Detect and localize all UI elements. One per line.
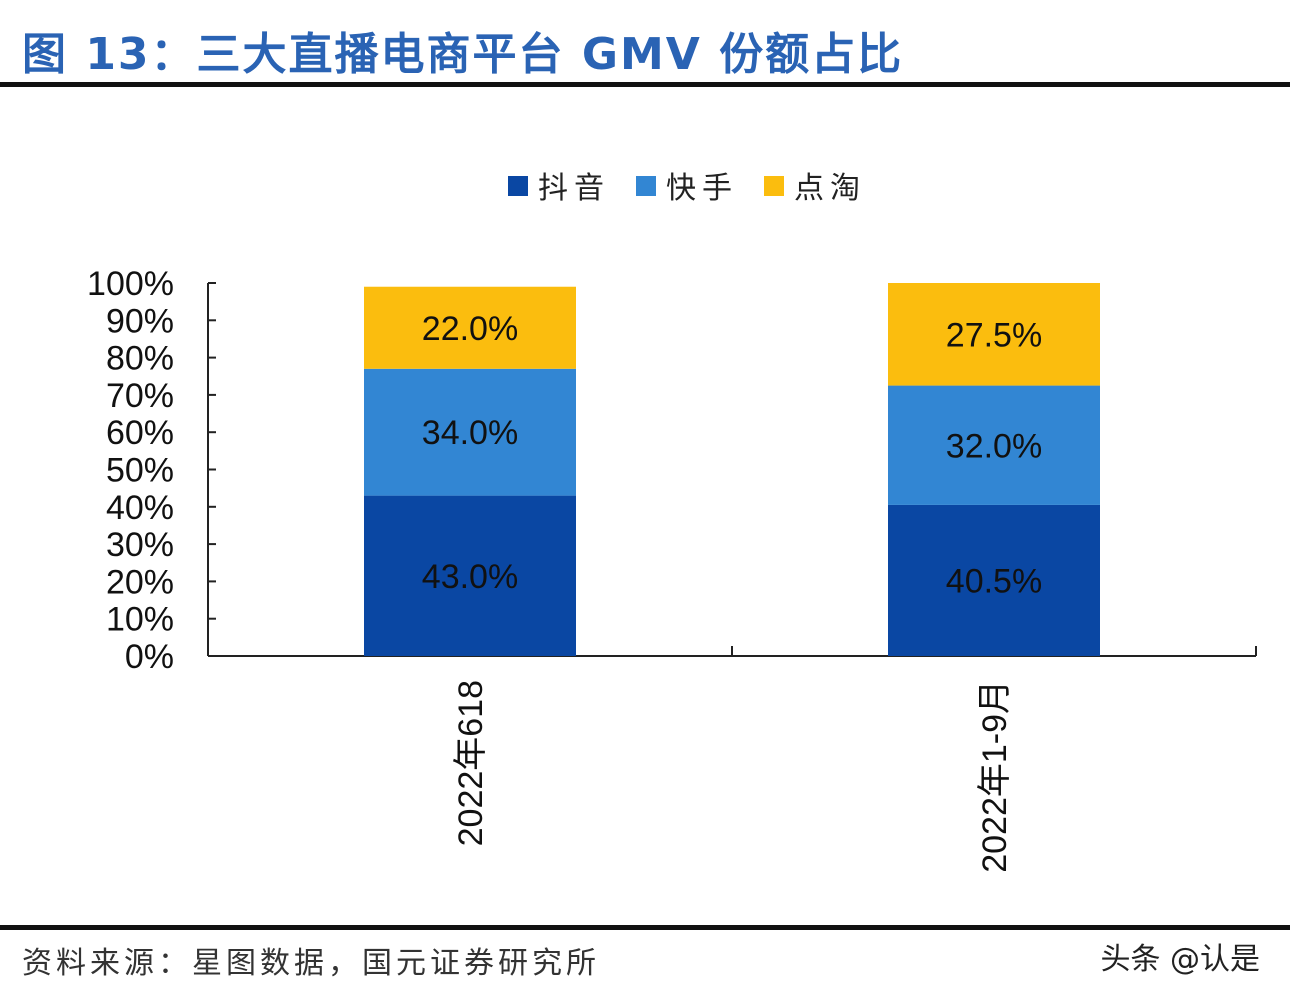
data-label: 32.0% — [946, 427, 1042, 465]
y-tick-label: 90% — [106, 302, 174, 340]
y-tick-label: 50% — [106, 452, 174, 490]
legend-swatch — [764, 176, 784, 196]
legend-label: 抖音 — [538, 171, 610, 206]
y-tick-label: 70% — [106, 377, 174, 415]
y-tick-label: 0% — [125, 638, 174, 676]
legend-swatch — [508, 176, 528, 196]
y-tick-label: 20% — [106, 563, 174, 601]
data-label: 22.0% — [422, 310, 518, 348]
bar-segment — [888, 283, 1100, 386]
bar-segment — [364, 495, 576, 656]
watermark: 头条 @认是 — [1100, 942, 1260, 977]
chart-title: 图 13：三大直播电商平台 GMV 份额占比 — [22, 29, 904, 80]
source-note: 资料来源：星图数据，国元证券研究所 — [22, 946, 600, 981]
y-tick-label: 30% — [106, 526, 174, 564]
title-divider — [0, 82, 1290, 87]
data-label: 40.5% — [946, 562, 1042, 600]
bar-segment — [364, 368, 576, 496]
y-tick-label: 100% — [87, 265, 174, 303]
legend-label: 点淘 — [794, 171, 866, 206]
y-tick-label: 40% — [106, 489, 174, 527]
footer-divider — [0, 925, 1290, 930]
data-label: 27.5% — [946, 316, 1042, 354]
x-category-label: 2022年618 — [452, 680, 490, 846]
data-label: 43.0% — [422, 558, 518, 596]
bar-segment — [364, 286, 576, 369]
bar-segment — [888, 504, 1100, 656]
legend-swatch — [636, 176, 656, 196]
y-tick-label: 80% — [106, 340, 174, 378]
legend-label: 快手 — [666, 171, 738, 206]
bar-segment — [888, 385, 1100, 505]
data-label: 34.0% — [422, 414, 518, 452]
y-tick-label: 10% — [106, 601, 174, 639]
y-tick-label: 60% — [106, 414, 174, 452]
x-category-label: 2022年1-9月 — [976, 680, 1014, 873]
